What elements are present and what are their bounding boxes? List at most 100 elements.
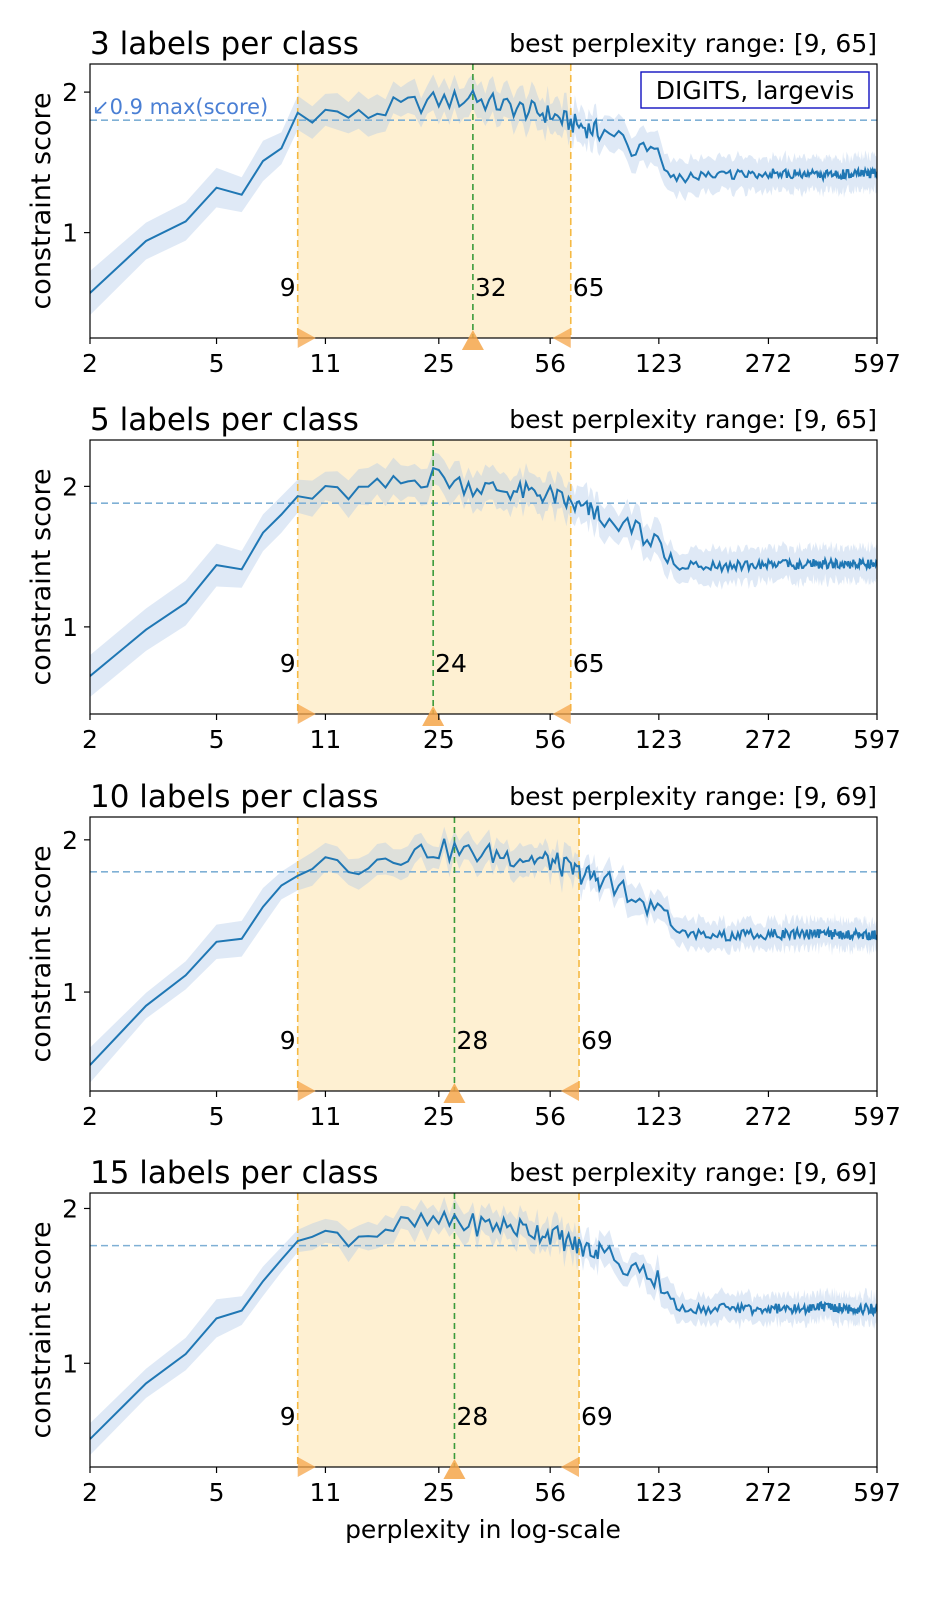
score-line (90, 838, 877, 1066)
best-perplexity-marker (443, 1459, 466, 1479)
x-tick-label: 11 (310, 1478, 342, 1507)
range-end-marker (561, 1457, 580, 1477)
x-tick-label: 597 (853, 1478, 901, 1507)
y-tick-label: 2 (62, 826, 78, 855)
x-tick-label: 25 (423, 1102, 455, 1131)
range-start-marker (297, 1081, 316, 1101)
x-tick-label: 56 (534, 1102, 566, 1131)
axes-frame (89, 63, 878, 339)
best-range-region (297, 817, 580, 1091)
x-tick-label: 11 (310, 349, 342, 378)
best-range-region (297, 1193, 580, 1467)
x-tick-label: 11 (310, 1102, 342, 1131)
confidence-band (90, 826, 877, 1083)
range-start-marker (297, 328, 316, 348)
x-tick-label: 56 (534, 725, 566, 754)
confidence-band (90, 1196, 877, 1456)
x-tick-label: 5 (209, 349, 225, 378)
x-tick-label: 56 (534, 1478, 566, 1507)
x-tick-label: 597 (853, 725, 901, 754)
x-tick-label: 2 (82, 349, 98, 378)
plot-area (90, 817, 877, 1091)
axes-frame (89, 816, 878, 1092)
x-tick-label: 5 (209, 1478, 225, 1507)
range-start-marker (297, 704, 316, 724)
y-axis-label: constraint score (26, 1221, 57, 1438)
x-axis-label: perplexity in log-scale (345, 1515, 621, 1544)
range-end-value: 69 (581, 1026, 613, 1055)
best-perplexity-marker (461, 330, 484, 350)
score-line (90, 1209, 877, 1440)
x-tick-label: 56 (534, 349, 566, 378)
x-tick-label: 5 (209, 725, 225, 754)
score-line (90, 87, 877, 294)
best-perplexity-marker (422, 706, 445, 726)
x-tick-label: 272 (745, 725, 793, 754)
best-perplexity-value: 28 (456, 1402, 488, 1431)
y-tick-label: 2 (62, 472, 78, 501)
y-tick-label: 2 (62, 78, 78, 107)
range-start-marker (297, 1457, 316, 1477)
x-tick-label: 597 (853, 1102, 901, 1131)
best-range-label: best perplexity range: [9, 65] (509, 405, 877, 434)
best-range-label: best perplexity range: [9, 69] (509, 1158, 877, 1187)
x-tick-label: 5 (209, 1102, 225, 1131)
y-axis-label: constraint score (26, 845, 57, 1062)
panel-title: 10 labels per class (90, 779, 379, 815)
x-tick-label: 11 (310, 725, 342, 754)
panel-title: 15 labels per class (90, 1155, 379, 1191)
x-tick-label: 123 (635, 1478, 683, 1507)
best-perplexity-value: 28 (456, 1026, 488, 1055)
range-end-marker (552, 328, 571, 348)
x-tick-label: 2 (82, 1478, 98, 1507)
x-tick-label: 272 (745, 349, 793, 378)
threshold-note: ↙0.9 max(score) (92, 95, 268, 119)
panel-title: 3 labels per class (90, 26, 359, 62)
x-tick-label: 123 (635, 1102, 683, 1131)
best-range-label: best perplexity range: [9, 69] (509, 782, 877, 811)
legend-text: DIGITS, largevis (656, 76, 855, 105)
x-tick-label: 123 (635, 725, 683, 754)
y-axis-label: constraint score (26, 468, 57, 685)
y-tick-label: 1 (62, 219, 78, 248)
x-tick-label: 272 (745, 1102, 793, 1131)
x-tick-label: 597 (853, 349, 901, 378)
axes-frame (89, 439, 878, 715)
range-end-value: 65 (573, 649, 605, 678)
x-tick-label: 25 (423, 349, 455, 378)
best-perplexity-value: 24 (435, 649, 467, 678)
axes-frame (89, 1192, 878, 1468)
best-perplexity-marker (443, 1083, 466, 1103)
range-start-value: 9 (280, 1026, 296, 1055)
range-end-value: 69 (581, 1402, 613, 1431)
range-start-value: 9 (280, 1402, 296, 1431)
x-tick-label: 123 (635, 349, 683, 378)
plot-area (90, 1193, 877, 1467)
y-tick-label: 1 (62, 613, 78, 642)
y-tick-label: 2 (62, 1194, 78, 1223)
confidence-band (90, 452, 877, 697)
best-range-region (297, 64, 571, 338)
x-tick-label: 272 (745, 1478, 793, 1507)
y-axis-label: constraint score (26, 92, 57, 309)
range-end-marker (552, 704, 571, 724)
y-tick-label: 1 (62, 978, 78, 1007)
range-end-marker (561, 1081, 580, 1101)
legend-box: DIGITS, largevis (640, 71, 870, 109)
score-line (90, 466, 877, 677)
x-tick-label: 25 (423, 1478, 455, 1507)
panel-title: 5 labels per class (90, 402, 359, 438)
best-range-label: best perplexity range: [9, 65] (509, 29, 877, 58)
range-start-value: 9 (280, 273, 296, 302)
x-tick-label: 2 (82, 725, 98, 754)
y-tick-label: 1 (62, 1349, 78, 1378)
plot-area (90, 64, 877, 338)
plot-area (90, 440, 877, 714)
x-tick-label: 25 (423, 725, 455, 754)
x-tick-label: 2 (82, 1102, 98, 1131)
